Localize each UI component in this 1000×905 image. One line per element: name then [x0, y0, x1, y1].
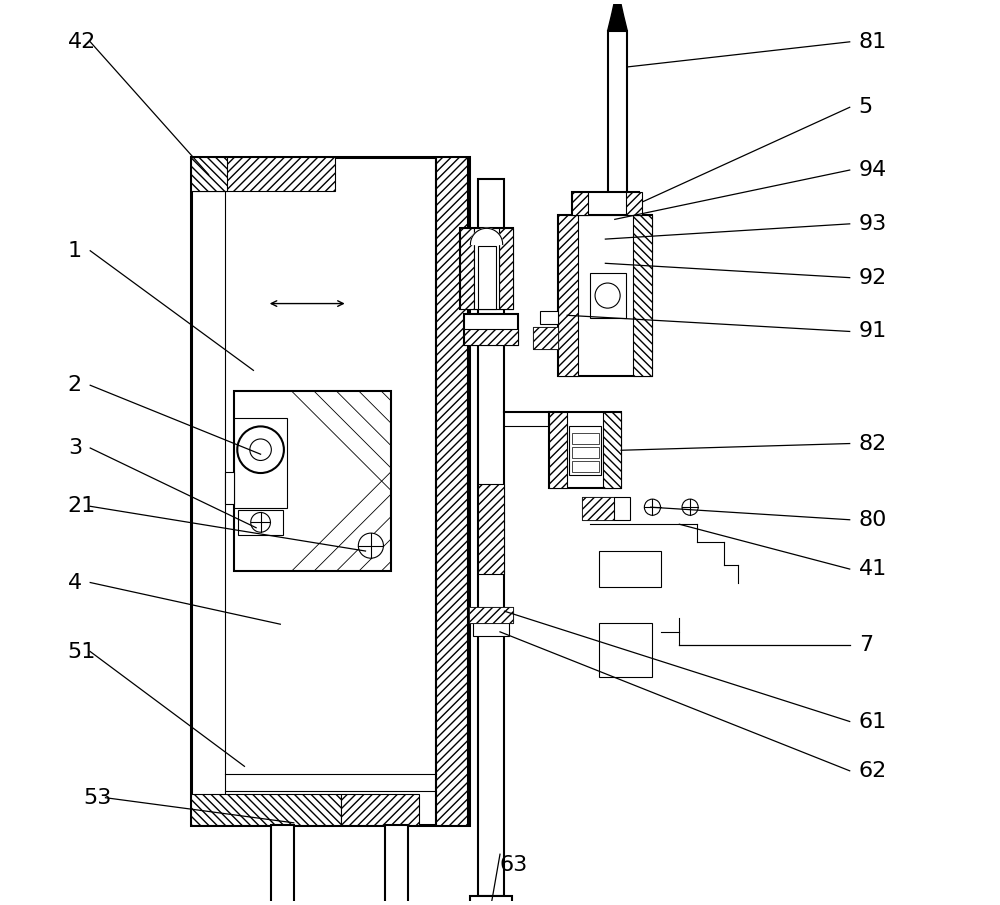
Text: 62: 62	[859, 761, 887, 781]
Text: 91: 91	[859, 321, 887, 341]
Text: 81: 81	[859, 32, 887, 52]
Polygon shape	[608, 14, 627, 31]
Bar	[533, 327, 558, 349]
Text: 5: 5	[859, 97, 873, 118]
Bar	[572, 447, 599, 458]
Text: 7: 7	[859, 635, 873, 655]
Bar	[582, 498, 614, 519]
Bar	[608, 31, 627, 228]
Bar	[599, 551, 661, 587]
Text: 3: 3	[68, 438, 82, 458]
Text: 51: 51	[68, 642, 96, 662]
Text: 41: 41	[859, 559, 887, 579]
Circle shape	[251, 512, 270, 532]
Bar	[191, 157, 227, 191]
Bar	[540, 310, 558, 324]
Text: 93: 93	[859, 214, 887, 233]
Text: 42: 42	[68, 32, 96, 52]
Bar	[569, 425, 601, 475]
Bar	[549, 412, 567, 489]
Text: 21: 21	[68, 496, 96, 516]
Circle shape	[595, 283, 620, 308]
Circle shape	[644, 500, 661, 515]
Bar	[572, 462, 599, 472]
Bar	[603, 412, 621, 489]
Text: 80: 80	[859, 510, 887, 529]
Bar	[572, 193, 639, 214]
Bar	[499, 228, 513, 309]
Bar	[558, 214, 578, 376]
Text: 2: 2	[68, 376, 82, 395]
Text: 53: 53	[83, 787, 111, 808]
Text: 94: 94	[859, 160, 887, 180]
Bar	[469, 606, 513, 623]
Bar	[572, 433, 599, 443]
Bar	[191, 157, 469, 824]
Bar	[469, 606, 513, 623]
Text: 4: 4	[68, 573, 82, 593]
Bar	[191, 157, 335, 191]
Bar	[341, 794, 419, 824]
Circle shape	[682, 500, 698, 515]
Polygon shape	[612, 0, 623, 14]
Bar	[478, 246, 496, 309]
Text: 82: 82	[859, 433, 887, 453]
Bar	[626, 193, 642, 214]
Bar	[271, 824, 294, 905]
Bar	[474, 228, 499, 309]
Bar	[590, 273, 626, 318]
Bar	[234, 392, 391, 571]
Polygon shape	[470, 228, 503, 244]
Text: 63: 63	[499, 855, 528, 875]
Bar	[385, 824, 408, 905]
Text: 1: 1	[68, 241, 82, 261]
Bar	[473, 623, 509, 636]
Text: 61: 61	[859, 711, 887, 731]
Bar	[460, 228, 513, 309]
Bar	[582, 498, 614, 519]
Bar	[614, 498, 630, 519]
Bar	[436, 157, 467, 824]
Bar	[533, 327, 558, 349]
Text: 92: 92	[859, 268, 887, 288]
Bar	[549, 412, 621, 489]
Bar	[478, 484, 504, 574]
Bar	[191, 794, 341, 824]
Bar	[460, 228, 474, 309]
Circle shape	[250, 439, 271, 461]
Bar	[478, 179, 504, 896]
Bar	[572, 193, 588, 214]
Bar	[464, 313, 518, 345]
Circle shape	[237, 426, 284, 473]
Bar	[234, 418, 287, 508]
Bar	[633, 214, 652, 376]
Bar	[599, 623, 652, 677]
Circle shape	[358, 533, 383, 558]
Bar	[238, 510, 283, 535]
Bar	[464, 329, 518, 345]
Bar	[470, 896, 512, 905]
Bar	[225, 472, 234, 503]
Bar	[558, 214, 652, 376]
